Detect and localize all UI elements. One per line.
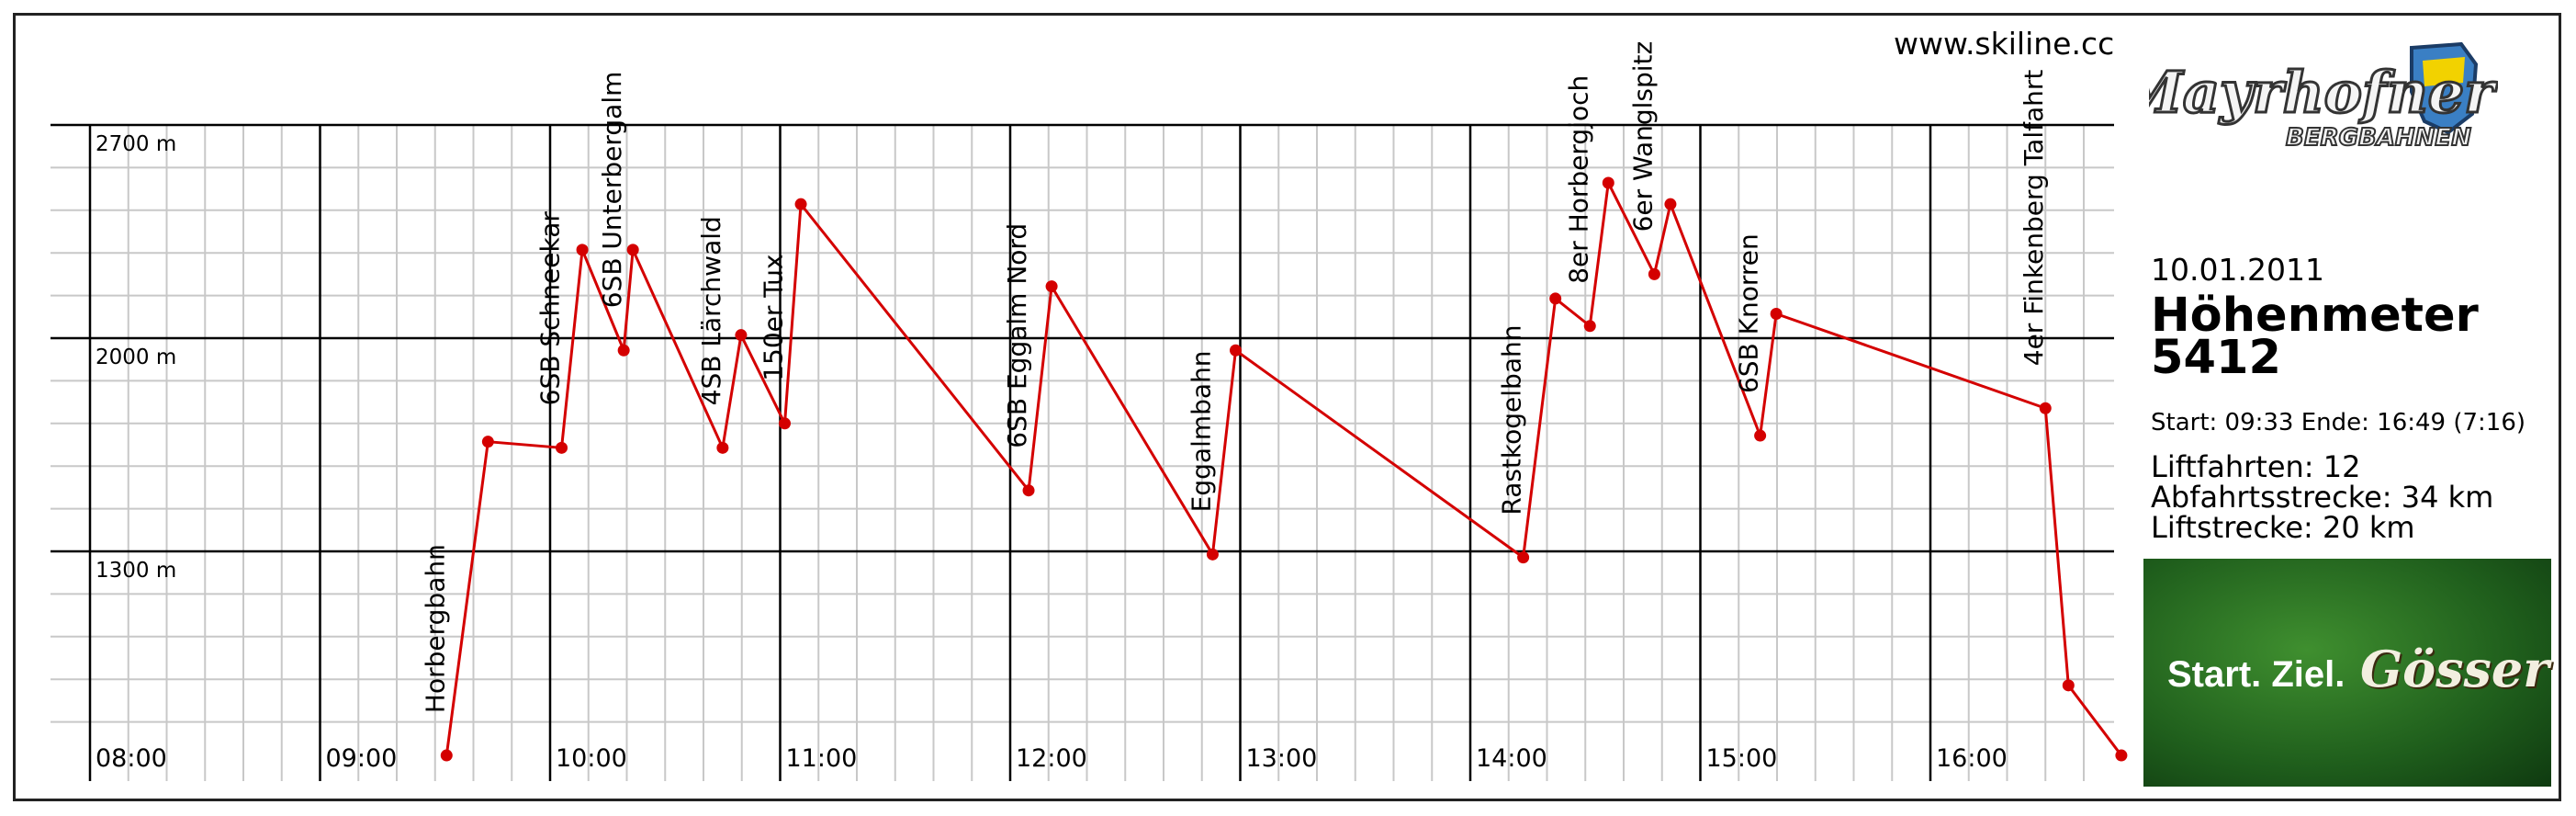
- y-tick-label: 2700 m: [96, 132, 176, 156]
- data-point: [1549, 292, 1562, 305]
- x-tick-label: 10:00: [556, 744, 627, 773]
- data-point: [735, 329, 748, 342]
- lift-rides-count: Liftfahrten: 12: [2151, 449, 2361, 484]
- data-point: [1229, 344, 1242, 357]
- logo-brand-text: Mayrhofner: [2149, 59, 2498, 126]
- lift-label: 6SB Eggalm Nord: [1002, 223, 1032, 448]
- lift-label: 4SB Lärchwald: [696, 216, 726, 405]
- data-point: [2039, 402, 2052, 414]
- data-point: [481, 436, 494, 448]
- lift-label: 4er Finkenberg Talfahrt: [2019, 70, 2049, 367]
- ad-brand: Gösser: [2360, 640, 2549, 698]
- data-point: [2115, 749, 2128, 762]
- tour-date: 10.01.2011: [2151, 252, 2324, 288]
- data-point: [1664, 198, 1677, 210]
- x-axis-labels: 08:00 09:00 10:00 11:00 12:00 13:00 14:00 15:00…: [96, 744, 2008, 773]
- data-point: [440, 749, 453, 762]
- website-label: www.skiline.cc: [1894, 26, 2115, 62]
- data-point: [1045, 280, 1058, 293]
- lift-label: Rastkogelbahn: [1497, 325, 1527, 516]
- mayrhofner-logo: Mayrhofner BERGBAHNEN: [2149, 41, 2498, 153]
- lift-label: 150er Tux: [759, 255, 789, 381]
- elevation-title: Höhenmeter: [2151, 289, 2479, 343]
- x-tick-label: 09:00: [326, 744, 398, 773]
- lift-label: Eggalmbahn: [1186, 350, 1216, 512]
- data-point: [1583, 320, 1596, 333]
- lift-label: 6SB Knorren: [1734, 233, 1764, 393]
- data-point: [779, 417, 792, 430]
- lift-label: 6er Wanglspitz: [1627, 41, 1658, 232]
- data-point: [1602, 176, 1614, 189]
- major-grid: [51, 123, 2114, 781]
- data-point: [1206, 548, 1219, 561]
- data-point: [576, 244, 589, 256]
- lift-labels: Horbergbahn 6SB Schneekar 6SB Unterbergalm…: [420, 41, 2049, 713]
- lift-distance: Liftstrecke: 20 km: [2151, 510, 2415, 545]
- x-tick-label: 13:00: [1246, 744, 1318, 773]
- x-tick-label: 12:00: [1016, 744, 1087, 773]
- data-point: [556, 441, 568, 454]
- gosser-advertisement[interactable]: Start. Ziel. Gösser: [2143, 559, 2551, 787]
- minor-grid: [51, 124, 2114, 781]
- x-tick-label: 08:00: [96, 744, 167, 773]
- data-point: [794, 198, 807, 210]
- ad-slogan: Start. Ziel.: [2167, 654, 2345, 695]
- y-axis-labels: 2700 m 2000 m 1300 m: [96, 132, 176, 583]
- x-tick-label: 11:00: [786, 744, 858, 773]
- x-tick-label: 16:00: [1936, 744, 2008, 773]
- elevation-value: 5412: [2151, 331, 2281, 385]
- data-point: [1754, 429, 1767, 442]
- data-point: [2062, 679, 2075, 692]
- data-point: [1648, 267, 1660, 280]
- elevation-series: [440, 176, 2128, 762]
- y-tick-label: 1300 m: [96, 559, 176, 583]
- x-tick-label: 15:00: [1706, 744, 1778, 773]
- chart-frame: [13, 13, 2561, 801]
- data-point: [1517, 551, 1530, 564]
- data-point: [617, 344, 630, 357]
- logo-sub-text: BERGBAHNEN: [2286, 124, 2471, 152]
- y-tick-label: 2000 m: [96, 346, 176, 369]
- descent-distance: Abfahrtsstrecke: 34 km: [2151, 480, 2494, 515]
- lift-label: 6SB Schneekar: [535, 211, 566, 406]
- lift-label: 6SB Unterbergalm: [597, 72, 627, 309]
- data-point: [626, 244, 639, 256]
- x-tick-label: 14:00: [1476, 744, 1547, 773]
- lift-label: 8er Horbergjoch: [1563, 75, 1593, 284]
- data-point: [716, 441, 729, 454]
- data-point: [1022, 484, 1035, 497]
- lift-label: Horbergbahn: [420, 544, 450, 713]
- start-end-times: Start: 09:33 Ende: 16:49 (7:16): [2151, 409, 2526, 436]
- data-point: [1770, 307, 1783, 320]
